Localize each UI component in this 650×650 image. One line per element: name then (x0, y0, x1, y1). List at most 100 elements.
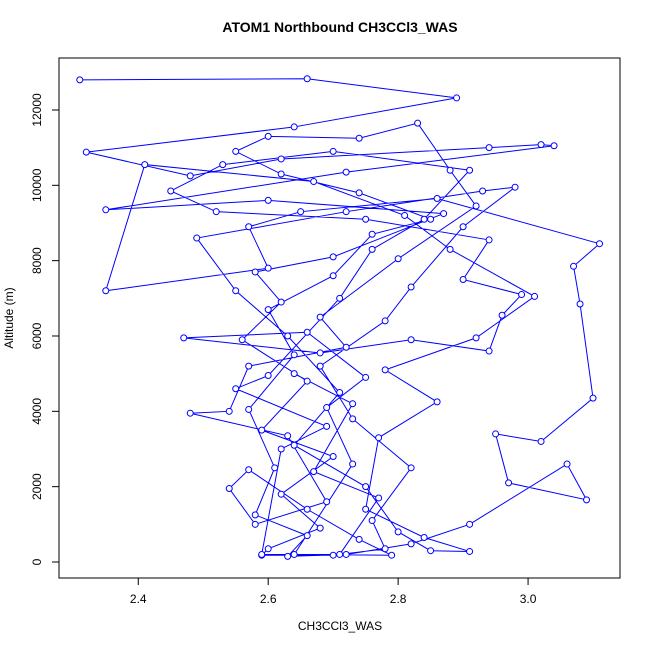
data-point (336, 388, 344, 396)
data-point (433, 194, 441, 202)
data-point (323, 498, 331, 506)
data-point (362, 215, 370, 223)
data-point (505, 479, 513, 487)
data-point (277, 445, 285, 453)
data-point (355, 189, 363, 197)
data-point (232, 147, 240, 155)
data-point (232, 385, 240, 393)
data-point (342, 208, 350, 216)
data-point (264, 372, 272, 380)
data-point (271, 464, 279, 472)
data-point (420, 534, 428, 542)
data-point (414, 119, 422, 127)
data-point (167, 187, 175, 195)
data-point (245, 362, 253, 370)
data-point (277, 490, 285, 498)
data-point (583, 496, 591, 504)
data-point (102, 287, 110, 295)
data-point (407, 283, 415, 291)
x-axis-label: CH3CCl3_WAS (298, 619, 382, 633)
data-point (238, 336, 246, 344)
data-point (407, 336, 415, 344)
data-point (303, 532, 311, 540)
data-point (511, 183, 519, 191)
data-point (316, 362, 324, 370)
data-point (316, 349, 324, 357)
x-tick-label: 2.4 (130, 592, 147, 606)
data-point (531, 292, 539, 300)
data-point (576, 300, 584, 308)
data-point (251, 268, 259, 276)
y-axis-label: Altitude (m) (2, 287, 16, 348)
data-point (297, 208, 305, 216)
data-point (186, 172, 194, 180)
data-point (394, 255, 402, 263)
data-point (303, 377, 311, 385)
data-point (245, 223, 253, 231)
data-point (440, 210, 448, 218)
data-point (329, 253, 337, 261)
data-point (193, 234, 201, 242)
data-point (258, 550, 266, 558)
data-point (277, 155, 285, 163)
data-point (329, 453, 337, 461)
data-point (485, 236, 493, 244)
data-point (323, 422, 331, 430)
data-point (290, 550, 298, 558)
data-point (349, 460, 357, 468)
data-point (82, 148, 90, 156)
data-point (381, 545, 389, 553)
data-point (251, 520, 259, 528)
plot-frame (58, 57, 621, 579)
data-point (76, 76, 84, 84)
data-point (180, 334, 188, 342)
data-point (264, 196, 272, 204)
data-point (368, 245, 376, 253)
data-point (401, 211, 409, 219)
data-point (407, 540, 415, 548)
data-point (264, 264, 272, 272)
data-point (284, 552, 292, 560)
data-point (472, 202, 480, 210)
data-point (329, 272, 337, 280)
y-tick-label: 4000 (30, 398, 44, 425)
data-point (264, 306, 272, 314)
data-point (375, 494, 383, 502)
data-point (329, 551, 337, 559)
data-point (212, 208, 220, 216)
data-point (407, 464, 415, 472)
data-point (186, 409, 194, 417)
data-point (251, 511, 259, 519)
data-point (316, 313, 324, 321)
data-point (472, 334, 480, 342)
data-point (550, 142, 558, 150)
data-point (466, 547, 474, 555)
data-point (336, 550, 344, 558)
data-point (570, 262, 578, 270)
data-point (329, 147, 337, 155)
data-point (303, 505, 311, 513)
data-point (427, 547, 435, 555)
data-point (596, 240, 604, 248)
data-point (362, 483, 370, 491)
data-point (342, 343, 350, 351)
data-point (290, 123, 298, 131)
chart-title: ATOM1 Northbound CH3CCl3_WAS (222, 19, 457, 35)
data-point (225, 407, 233, 415)
y-tick-label: 12000 (30, 93, 44, 127)
data-point (284, 332, 292, 340)
data-point (102, 206, 110, 214)
data-point (375, 434, 383, 442)
data-point (277, 298, 285, 306)
y-tick-label: 10000 (30, 168, 44, 202)
y-tick-label: 6000 (30, 322, 44, 349)
data-point (589, 394, 597, 402)
data-point (310, 468, 318, 476)
data-point (342, 168, 350, 176)
data-point (310, 178, 318, 186)
data-point (349, 415, 357, 423)
data-point (290, 441, 298, 449)
data-point (342, 550, 350, 558)
data-point (394, 528, 402, 536)
